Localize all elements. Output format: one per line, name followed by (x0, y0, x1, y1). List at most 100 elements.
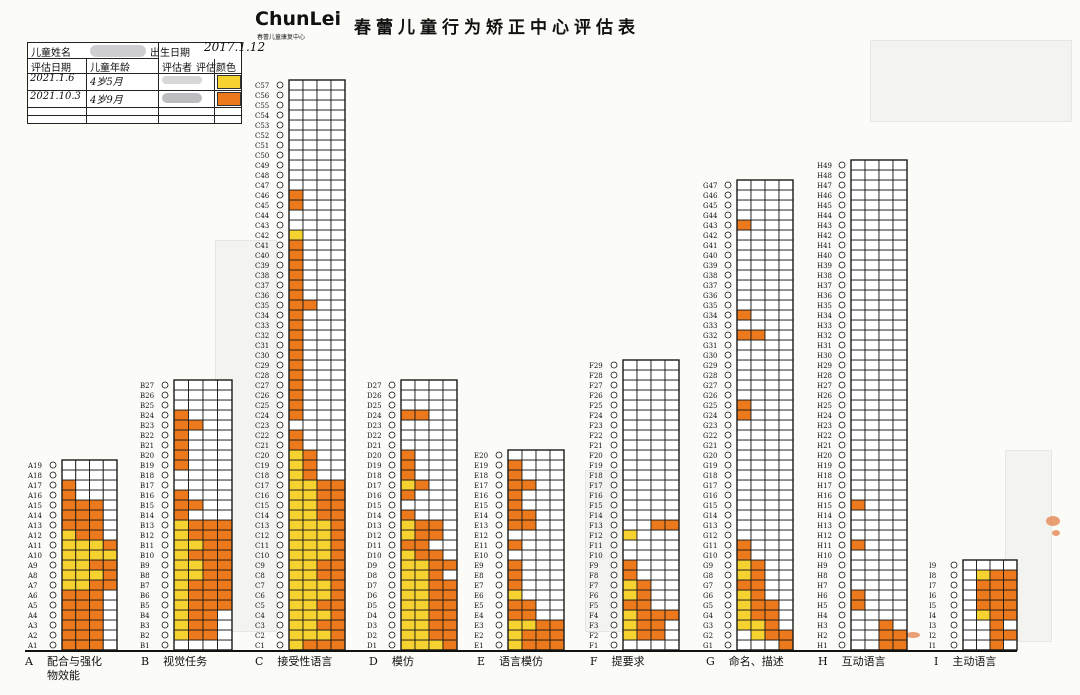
row-bubble[interactable] (161, 451, 169, 459)
row-bubble[interactable] (724, 411, 732, 419)
row-bubble[interactable] (49, 461, 57, 469)
row-bubble[interactable] (388, 501, 396, 509)
row-bubble[interactable] (838, 261, 846, 269)
row-bubble[interactable] (161, 491, 169, 499)
row-bubble[interactable] (49, 561, 57, 569)
row-bubble[interactable] (838, 301, 846, 309)
row-bubble[interactable] (838, 271, 846, 279)
row-bubble[interactable] (950, 641, 958, 649)
row-bubble[interactable] (838, 481, 846, 489)
row-bubble[interactable] (950, 631, 958, 639)
row-bubble[interactable] (276, 421, 284, 429)
row-bubble[interactable] (724, 581, 732, 589)
row-bubble[interactable] (724, 251, 732, 259)
row-bubble[interactable] (610, 451, 618, 459)
row-bubble[interactable] (724, 591, 732, 599)
row-bubble[interactable] (838, 441, 846, 449)
row-bubble[interactable] (724, 321, 732, 329)
row-bubble[interactable] (276, 101, 284, 109)
row-bubble[interactable] (724, 211, 732, 219)
row-bubble[interactable] (388, 471, 396, 479)
row-bubble[interactable] (495, 641, 503, 649)
row-bubble[interactable] (276, 281, 284, 289)
row-bubble[interactable] (388, 591, 396, 599)
row-bubble[interactable] (276, 251, 284, 259)
row-bubble[interactable] (276, 131, 284, 139)
row-bubble[interactable] (49, 521, 57, 529)
row-bubble[interactable] (724, 311, 732, 319)
row-bubble[interactable] (724, 401, 732, 409)
row-bubble[interactable] (610, 421, 618, 429)
row-bubble[interactable] (950, 621, 958, 629)
row-bubble[interactable] (724, 631, 732, 639)
row-bubble[interactable] (276, 511, 284, 519)
row-bubble[interactable] (388, 601, 396, 609)
row-bubble[interactable] (49, 621, 57, 629)
row-bubble[interactable] (495, 531, 503, 539)
row-bubble[interactable] (724, 491, 732, 499)
row-bubble[interactable] (838, 461, 846, 469)
row-bubble[interactable] (724, 501, 732, 509)
row-bubble[interactable] (388, 451, 396, 459)
row-bubble[interactable] (388, 631, 396, 639)
row-bubble[interactable] (838, 601, 846, 609)
row-bubble[interactable] (495, 591, 503, 599)
row-bubble[interactable] (161, 401, 169, 409)
row-bubble[interactable] (724, 461, 732, 469)
row-bubble[interactable] (724, 451, 732, 459)
row-bubble[interactable] (276, 451, 284, 459)
row-bubble[interactable] (276, 231, 284, 239)
row-bubble[interactable] (610, 631, 618, 639)
row-bubble[interactable] (276, 611, 284, 619)
row-bubble[interactable] (388, 491, 396, 499)
row-bubble[interactable] (838, 501, 846, 509)
row-bubble[interactable] (495, 631, 503, 639)
row-bubble[interactable] (276, 561, 284, 569)
row-bubble[interactable] (495, 601, 503, 609)
row-bubble[interactable] (495, 511, 503, 519)
row-bubble[interactable] (388, 401, 396, 409)
row-bubble[interactable] (838, 331, 846, 339)
row-bubble[interactable] (276, 581, 284, 589)
row-bubble[interactable] (838, 341, 846, 349)
row-bubble[interactable] (724, 301, 732, 309)
row-bubble[interactable] (388, 411, 396, 419)
row-bubble[interactable] (276, 431, 284, 439)
row-bubble[interactable] (838, 561, 846, 569)
row-bubble[interactable] (276, 591, 284, 599)
row-bubble[interactable] (610, 501, 618, 509)
row-bubble[interactable] (610, 491, 618, 499)
row-bubble[interactable] (724, 271, 732, 279)
row-bubble[interactable] (161, 421, 169, 429)
row-bubble[interactable] (495, 551, 503, 559)
row-bubble[interactable] (724, 191, 732, 199)
row-bubble[interactable] (838, 361, 846, 369)
row-bubble[interactable] (838, 431, 846, 439)
row-bubble[interactable] (49, 581, 57, 589)
row-bubble[interactable] (161, 601, 169, 609)
row-bubble[interactable] (49, 551, 57, 559)
row-bubble[interactable] (276, 481, 284, 489)
row-bubble[interactable] (495, 541, 503, 549)
row-bubble[interactable] (49, 601, 57, 609)
row-bubble[interactable] (610, 531, 618, 539)
row-bubble[interactable] (276, 641, 284, 649)
row-bubble[interactable] (388, 531, 396, 539)
row-bubble[interactable] (276, 501, 284, 509)
row-bubble[interactable] (838, 291, 846, 299)
row-bubble[interactable] (276, 521, 284, 529)
row-bubble[interactable] (724, 281, 732, 289)
row-bubble[interactable] (610, 551, 618, 559)
row-bubble[interactable] (724, 231, 732, 239)
row-bubble[interactable] (838, 401, 846, 409)
row-bubble[interactable] (388, 381, 396, 389)
row-bubble[interactable] (610, 371, 618, 379)
row-bubble[interactable] (838, 551, 846, 559)
row-bubble[interactable] (724, 371, 732, 379)
row-bubble[interactable] (724, 531, 732, 539)
row-bubble[interactable] (838, 571, 846, 579)
row-bubble[interactable] (495, 611, 503, 619)
row-bubble[interactable] (388, 511, 396, 519)
row-bubble[interactable] (724, 541, 732, 549)
row-bubble[interactable] (276, 211, 284, 219)
